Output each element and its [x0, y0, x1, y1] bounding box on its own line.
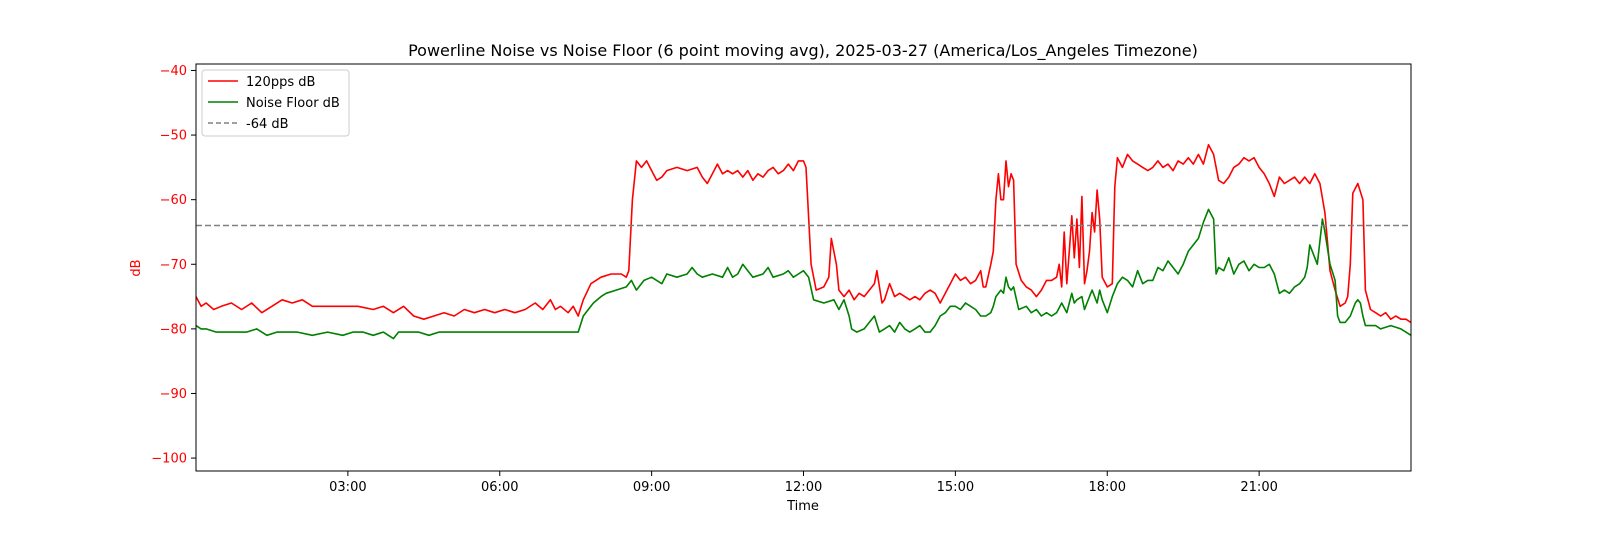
x-tick-label: 06:00	[481, 480, 518, 495]
x-axis-label: Time	[786, 499, 819, 514]
y-tick-label: −70	[160, 258, 187, 273]
y-tick-label: −40	[160, 64, 187, 79]
series-line-1	[195, 208, 1412, 340]
y-tick-label: −100	[151, 452, 187, 467]
y-tick-label: −50	[160, 129, 187, 144]
x-tick-label: 03:00	[329, 480, 366, 495]
plot-frame	[195, 63, 1412, 472]
y-tick-label: −80	[160, 322, 187, 337]
legend-box	[201, 69, 350, 137]
legend-label-120pps: 120pps dB	[246, 75, 315, 90]
x-tick-label: 15:00	[937, 480, 974, 495]
y-tick-label: −90	[160, 387, 187, 402]
y-tick-label: −60	[160, 193, 187, 208]
y-axis-label: dB	[129, 259, 144, 276]
x-axis-ticks: 03:00 06:00 09:00 12:00 15:00 18:00 21:00	[329, 471, 1278, 495]
legend: 120pps dB Noise Floor dB -64 dB	[201, 69, 350, 137]
y-axis-ticks: −40 −50 −60 −70 −80 −90 −100	[151, 64, 196, 467]
legend-label-noise-floor: Noise Floor dB	[246, 96, 340, 111]
chart-title: Powerline Noise vs Noise Floor (6 point …	[408, 41, 1198, 61]
legend-label-reference: -64 dB	[246, 117, 289, 132]
x-tick-label: 09:00	[633, 480, 670, 495]
x-tick-label: 21:00	[1240, 480, 1277, 495]
series-line-0	[195, 144, 1412, 324]
plot-lines	[195, 144, 1412, 340]
x-tick-label: 12:00	[785, 480, 822, 495]
x-tick-label: 18:00	[1089, 480, 1126, 495]
